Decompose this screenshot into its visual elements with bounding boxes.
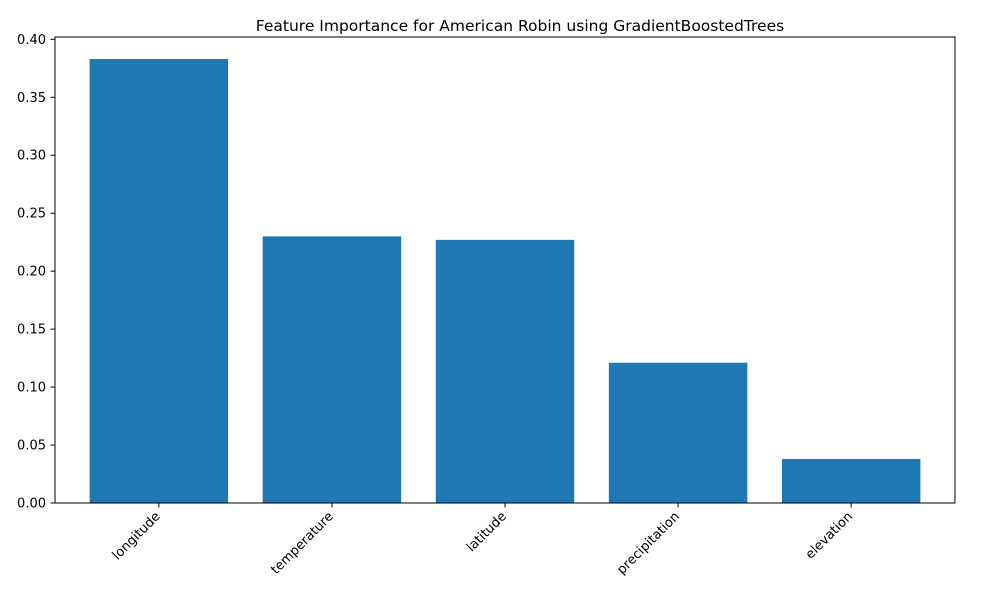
y-tick-label-0.15: 0.15 bbox=[17, 323, 46, 338]
bar-temperature bbox=[262, 236, 402, 503]
bar-latitude bbox=[435, 239, 575, 503]
y-tick-label-0.00: 0.00 bbox=[17, 497, 46, 512]
chart-title: Feature Importance for American Robin us… bbox=[256, 17, 784, 35]
y-tick-label-0.35: 0.35 bbox=[17, 91, 46, 106]
y-tick-label-0.20: 0.20 bbox=[17, 265, 46, 280]
y-tick-label-0.05: 0.05 bbox=[17, 439, 46, 454]
x-tick-label-temperature: temperature bbox=[268, 509, 336, 577]
y-axis: 0.00 0.05 0.10 0.15 0.20 0.25 0.30 0.35 0.40 bbox=[17, 33, 55, 512]
bar-elevation bbox=[781, 458, 921, 503]
bar-precipitation bbox=[608, 362, 748, 503]
plot-frame bbox=[54, 36, 956, 504]
x-tick-label-precipitation: precipitation bbox=[614, 509, 683, 578]
y-tick-label-0.10: 0.10 bbox=[17, 381, 46, 396]
y-tick-label-0.25: 0.25 bbox=[17, 207, 46, 222]
x-tick-label-elevation: elevation bbox=[803, 509, 856, 562]
x-axis: longitude temperature latitude precipitatio… bbox=[110, 503, 856, 578]
bar-longitude bbox=[89, 59, 229, 504]
x-tick-label-latitude: latitude bbox=[464, 509, 510, 555]
y-tick-label-0.40: 0.40 bbox=[17, 33, 46, 48]
y-tick-label-0.30: 0.30 bbox=[17, 149, 46, 164]
bars-group bbox=[89, 59, 921, 504]
x-tick-label-longitude: longitude bbox=[110, 509, 164, 563]
